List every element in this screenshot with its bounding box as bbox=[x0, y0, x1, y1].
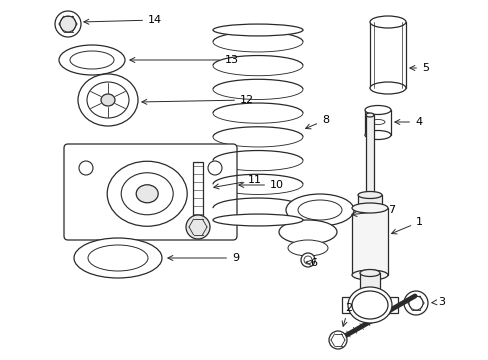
Ellipse shape bbox=[351, 291, 387, 319]
Text: 13: 13 bbox=[130, 55, 239, 65]
Ellipse shape bbox=[369, 16, 405, 28]
Circle shape bbox=[328, 331, 346, 349]
Bar bbox=[357, 195, 381, 210]
Ellipse shape bbox=[59, 45, 125, 75]
Text: 8: 8 bbox=[305, 115, 328, 129]
Text: 6: 6 bbox=[305, 258, 316, 268]
Text: 9: 9 bbox=[167, 253, 239, 263]
Text: 5: 5 bbox=[409, 63, 428, 73]
Ellipse shape bbox=[365, 113, 373, 117]
Ellipse shape bbox=[70, 51, 114, 69]
Ellipse shape bbox=[285, 194, 353, 226]
Text: 11: 11 bbox=[213, 175, 262, 189]
Ellipse shape bbox=[364, 130, 390, 139]
Ellipse shape bbox=[364, 105, 390, 114]
Ellipse shape bbox=[213, 214, 303, 226]
Circle shape bbox=[304, 256, 311, 264]
Ellipse shape bbox=[357, 207, 381, 213]
Bar bbox=[359, 273, 379, 292]
Ellipse shape bbox=[347, 287, 391, 323]
Ellipse shape bbox=[287, 240, 327, 256]
Circle shape bbox=[55, 11, 81, 37]
Bar bbox=[365, 115, 373, 195]
Ellipse shape bbox=[101, 94, 115, 106]
Bar bbox=[193, 162, 203, 220]
Ellipse shape bbox=[88, 245, 148, 271]
Circle shape bbox=[207, 161, 222, 175]
Text: 12: 12 bbox=[142, 95, 254, 105]
Text: 2: 2 bbox=[342, 303, 351, 326]
FancyBboxPatch shape bbox=[64, 144, 237, 240]
Circle shape bbox=[301, 253, 314, 267]
Circle shape bbox=[408, 296, 422, 310]
Ellipse shape bbox=[359, 270, 379, 276]
Ellipse shape bbox=[121, 173, 173, 215]
Text: 7: 7 bbox=[351, 205, 394, 216]
Ellipse shape bbox=[370, 120, 384, 125]
Text: 10: 10 bbox=[238, 180, 284, 190]
Text: 14: 14 bbox=[84, 15, 162, 25]
Text: 3: 3 bbox=[431, 297, 444, 307]
Bar bbox=[364, 110, 390, 135]
Ellipse shape bbox=[279, 220, 336, 244]
Text: 4: 4 bbox=[394, 117, 421, 127]
Ellipse shape bbox=[369, 82, 405, 94]
Ellipse shape bbox=[359, 288, 379, 296]
Ellipse shape bbox=[74, 238, 162, 278]
Ellipse shape bbox=[136, 185, 158, 203]
Circle shape bbox=[60, 16, 76, 32]
Ellipse shape bbox=[107, 161, 187, 226]
Bar bbox=[351, 208, 387, 275]
Bar bbox=[341, 297, 349, 313]
Ellipse shape bbox=[357, 192, 381, 198]
Ellipse shape bbox=[297, 200, 341, 220]
Bar bbox=[369, 22, 405, 88]
Ellipse shape bbox=[78, 74, 138, 126]
Ellipse shape bbox=[351, 270, 387, 280]
Circle shape bbox=[79, 161, 93, 175]
Text: 1: 1 bbox=[391, 217, 422, 234]
Circle shape bbox=[403, 291, 427, 315]
Ellipse shape bbox=[213, 24, 303, 36]
Bar bbox=[389, 297, 397, 313]
Circle shape bbox=[185, 215, 209, 239]
Ellipse shape bbox=[351, 203, 387, 213]
Ellipse shape bbox=[87, 82, 129, 118]
